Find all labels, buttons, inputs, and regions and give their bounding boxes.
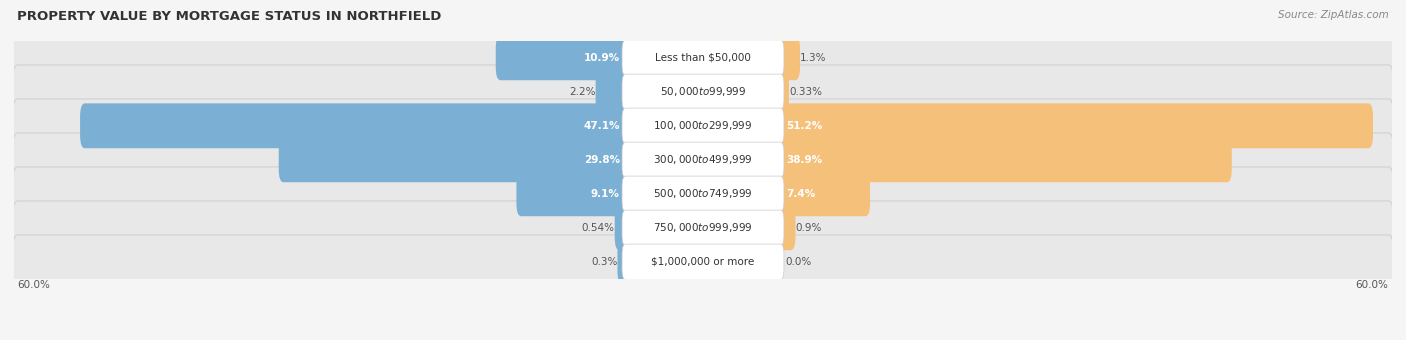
Text: $300,000 to $499,999: $300,000 to $499,999 [654, 153, 752, 166]
Text: 0.9%: 0.9% [796, 223, 823, 233]
Text: Source: ZipAtlas.com: Source: ZipAtlas.com [1278, 10, 1389, 20]
Text: 9.1%: 9.1% [591, 189, 620, 199]
Text: Less than $50,000: Less than $50,000 [655, 53, 751, 63]
FancyBboxPatch shape [776, 69, 789, 114]
Text: 0.54%: 0.54% [582, 223, 614, 233]
FancyBboxPatch shape [776, 205, 796, 250]
FancyBboxPatch shape [621, 108, 785, 143]
FancyBboxPatch shape [614, 205, 630, 250]
FancyBboxPatch shape [621, 142, 785, 177]
Text: 0.3%: 0.3% [591, 257, 617, 267]
FancyBboxPatch shape [776, 103, 1374, 148]
FancyBboxPatch shape [621, 74, 785, 109]
FancyBboxPatch shape [278, 137, 630, 182]
FancyBboxPatch shape [776, 35, 800, 80]
Text: $500,000 to $749,999: $500,000 to $749,999 [654, 187, 752, 200]
Text: $50,000 to $99,999: $50,000 to $99,999 [659, 85, 747, 98]
Text: 38.9%: 38.9% [786, 155, 823, 165]
FancyBboxPatch shape [13, 201, 1393, 255]
Text: 0.33%: 0.33% [789, 87, 823, 97]
FancyBboxPatch shape [13, 133, 1393, 187]
Text: 0.0%: 0.0% [785, 257, 811, 267]
FancyBboxPatch shape [621, 40, 785, 75]
Text: 10.9%: 10.9% [583, 53, 620, 63]
FancyBboxPatch shape [13, 235, 1393, 289]
FancyBboxPatch shape [621, 210, 785, 245]
FancyBboxPatch shape [516, 171, 630, 216]
FancyBboxPatch shape [13, 167, 1393, 221]
Text: 7.4%: 7.4% [786, 189, 815, 199]
Text: 2.2%: 2.2% [569, 87, 596, 97]
Text: PROPERTY VALUE BY MORTGAGE STATUS IN NORTHFIELD: PROPERTY VALUE BY MORTGAGE STATUS IN NOR… [17, 10, 441, 23]
Text: 60.0%: 60.0% [17, 280, 51, 290]
FancyBboxPatch shape [80, 103, 630, 148]
Text: 29.8%: 29.8% [583, 155, 620, 165]
FancyBboxPatch shape [621, 176, 785, 211]
Text: 1.3%: 1.3% [800, 53, 827, 63]
Text: 60.0%: 60.0% [1355, 280, 1389, 290]
FancyBboxPatch shape [776, 171, 870, 216]
Text: 51.2%: 51.2% [786, 121, 823, 131]
FancyBboxPatch shape [621, 244, 785, 279]
FancyBboxPatch shape [13, 65, 1393, 119]
FancyBboxPatch shape [13, 99, 1393, 153]
FancyBboxPatch shape [13, 31, 1393, 85]
Text: $750,000 to $999,999: $750,000 to $999,999 [654, 221, 752, 234]
Text: 47.1%: 47.1% [583, 121, 620, 131]
FancyBboxPatch shape [496, 35, 630, 80]
FancyBboxPatch shape [596, 69, 630, 114]
Text: $100,000 to $299,999: $100,000 to $299,999 [654, 119, 752, 132]
FancyBboxPatch shape [776, 137, 1232, 182]
FancyBboxPatch shape [617, 239, 630, 284]
Text: $1,000,000 or more: $1,000,000 or more [651, 257, 755, 267]
